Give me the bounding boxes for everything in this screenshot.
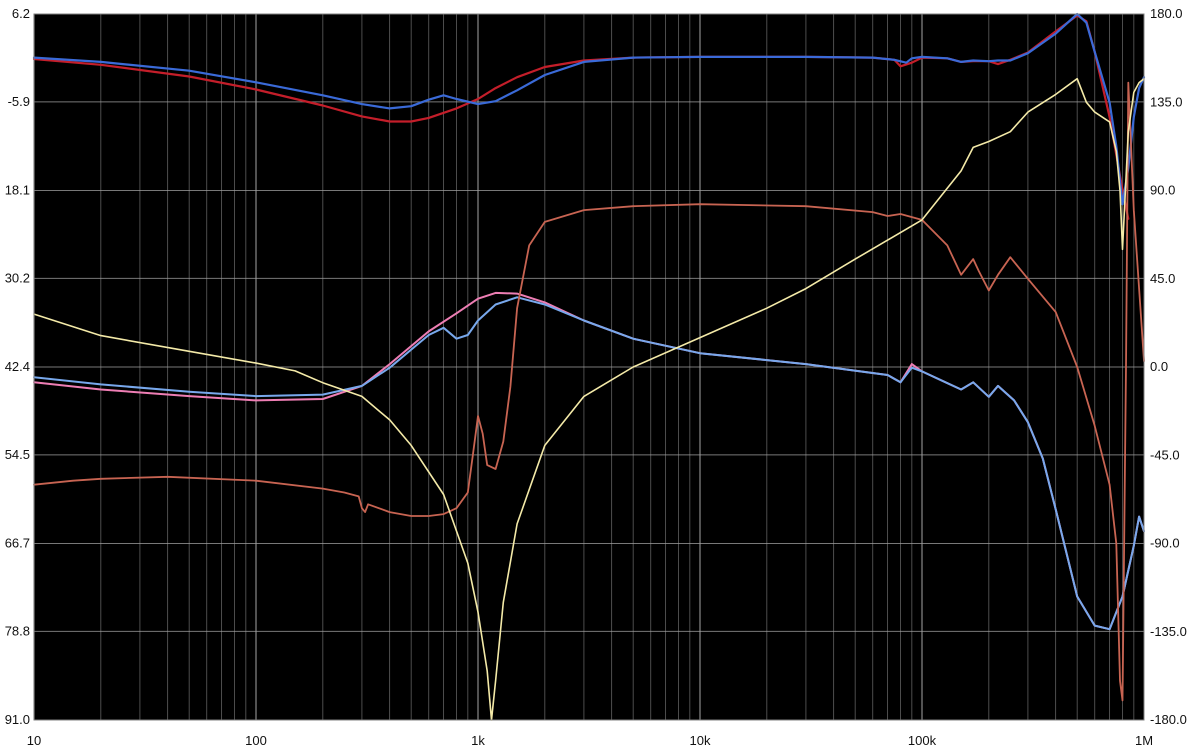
x-tick-label: 10 bbox=[27, 733, 41, 748]
left-tick-label: 18.1 bbox=[5, 183, 30, 198]
left-tick-label: 6.2 bbox=[12, 6, 30, 21]
right-tick-label: -45.0 bbox=[1150, 447, 1180, 462]
x-tick-label: 100k bbox=[908, 733, 937, 748]
x-tick-label: 1M bbox=[1135, 733, 1153, 748]
series-line-5 bbox=[33, 81, 1145, 702]
x-tick-label: 10k bbox=[690, 733, 711, 748]
right-tick-label: -135.0 bbox=[1150, 624, 1187, 639]
series-line-6 bbox=[33, 77, 1145, 721]
grid-lines bbox=[33, 13, 1144, 721]
left-tick-label: 91.0 bbox=[5, 712, 30, 727]
left-tick-label: 42.4 bbox=[5, 359, 30, 374]
x-tick-label: 1k bbox=[471, 733, 485, 748]
right-tick-label: 135.0 bbox=[1150, 94, 1183, 109]
right-tick-label: 0.0 bbox=[1150, 359, 1168, 374]
left-tick-label: 54.5 bbox=[5, 447, 30, 462]
right-axis-tick-labels: 180.0 135.0 90.0 45.0 0.0 -45.0 -90.0 -135.0 -18… bbox=[1150, 6, 1187, 727]
left-axis-tick-labels: 6.2 -5.9 18.1 30.2 42.4 54.5 66.7 78.8 91.0 bbox=[5, 6, 30, 727]
series-layer bbox=[32, 12, 1146, 721]
left-tick-label: -5.9 bbox=[8, 94, 30, 109]
x-tick-label: 100 bbox=[245, 733, 267, 748]
series-line-4 bbox=[33, 296, 1145, 631]
x-axis-tick-labels: 10 100 1k 10k 100k 1M bbox=[27, 733, 1153, 748]
right-tick-label: 45.0 bbox=[1150, 271, 1175, 286]
left-tick-label: 30.2 bbox=[5, 270, 30, 285]
plot-frame bbox=[33, 13, 1145, 721]
right-tick-label: -90.0 bbox=[1150, 536, 1180, 551]
left-tick-label: 66.7 bbox=[5, 536, 30, 551]
right-tick-label: 180.0 bbox=[1150, 6, 1183, 21]
left-tick-label: 78.8 bbox=[5, 623, 30, 638]
series-line-2 bbox=[32, 12, 1146, 206]
right-tick-label: -180.0 bbox=[1150, 712, 1187, 727]
right-tick-label: 90.0 bbox=[1150, 183, 1175, 198]
